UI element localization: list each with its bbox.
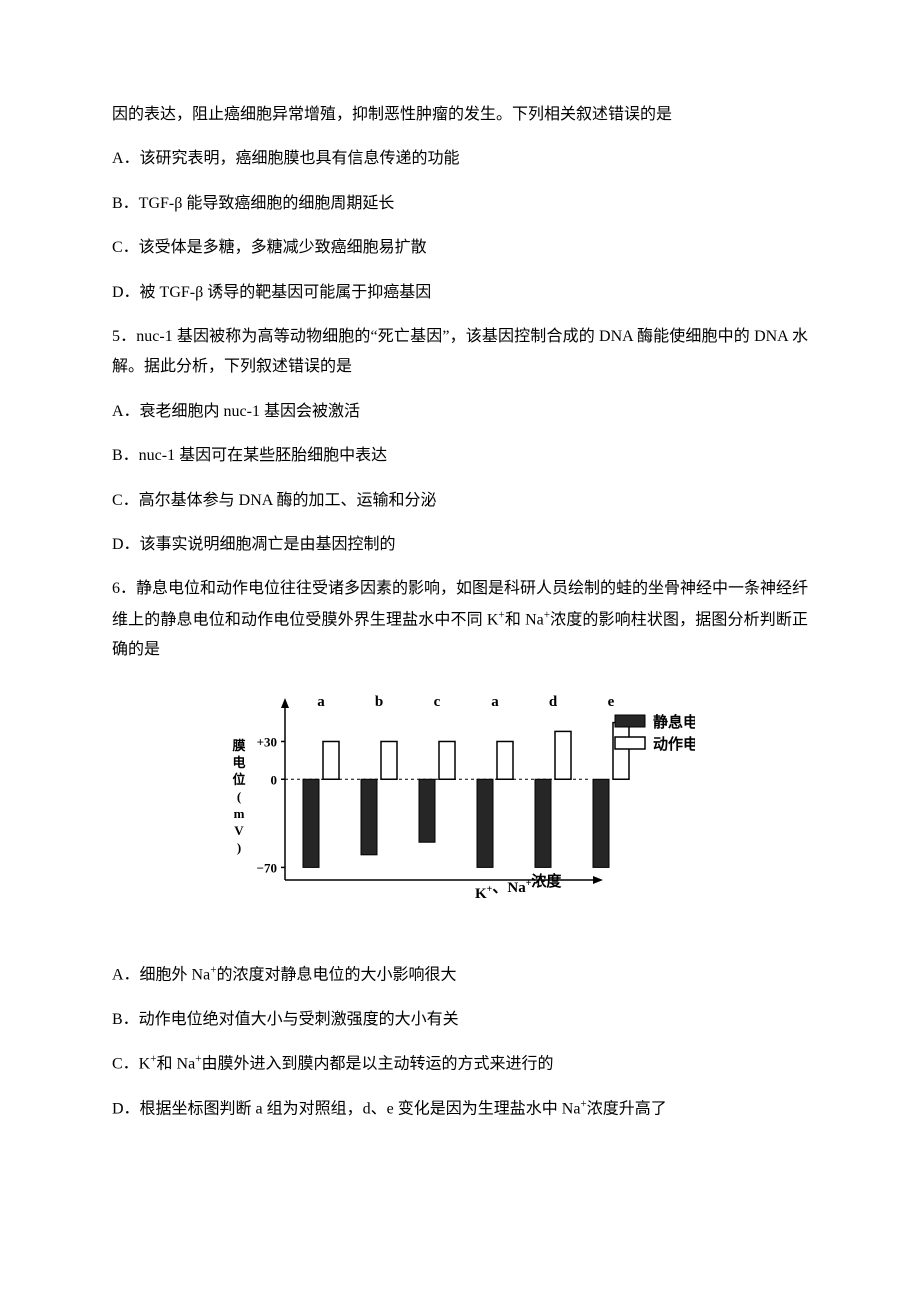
- svg-text:0: 0: [271, 772, 278, 787]
- q4-opt-b: B．TGF-β 能导致癌细胞的细胞周期延长: [112, 189, 808, 219]
- q6-opt-c: C．K+和 Na+由膜外进入到膜内都是以主动转运的方式来进行的: [112, 1049, 808, 1080]
- svg-text:K+、Na+浓度: K+、Na+浓度: [475, 872, 562, 900]
- svg-text:c: c: [434, 694, 441, 710]
- svg-text:e: e: [608, 694, 615, 710]
- svg-text:膜: 膜: [232, 738, 245, 753]
- svg-text:动作电位: 动作电位: [653, 735, 695, 753]
- q4-stem-cont: 因的表达，阻止癌细胞异常增殖，抑制恶性肿瘤的发生。下列相关叙述错误的是: [112, 100, 808, 130]
- svg-text:): ): [237, 840, 241, 855]
- q5-opt-a: A．衰老细胞内 nuc-1 基因会被激活: [112, 397, 808, 427]
- q6-opt-b: B．动作电位绝对值大小与受刺激强度的大小有关: [112, 1005, 808, 1035]
- q6-d-post: 浓度升高了: [587, 1100, 667, 1117]
- svg-text:a: a: [491, 694, 499, 710]
- q6-chart: +30 0 −70 a b c a d e 膜电位 ( mV) K+、Na+浓度 静息电位动作电位: [112, 680, 808, 900]
- q6-c-mid: 和 Na: [157, 1055, 196, 1072]
- q6-d-pre: D．根据坐标图判断 a 组为对照组，d、e 变化是因为生理盐水中 Na: [112, 1100, 580, 1117]
- q6-a-post: 的浓度对静息电位的大小影响很大: [217, 966, 457, 983]
- bar-chart-svg: +30 0 −70 a b c a d e 膜电位 ( mV) K+、Na+浓度 静息电位动作电位: [225, 680, 695, 900]
- q5-opt-b: B．nuc-1 基因可在某些胚胎细胞中表达: [112, 441, 808, 471]
- q6-c-post: 由膜外进入到膜内都是以主动转运的方式来进行的: [202, 1055, 554, 1072]
- svg-text:V: V: [234, 823, 244, 838]
- svg-text:电: 电: [232, 755, 245, 770]
- q6-a-pre: A．细胞外 Na: [112, 966, 210, 983]
- q4-opt-c: C．该受体是多糖，多糖减少致癌细胞易扩散: [112, 233, 808, 263]
- q5-stem: 5．nuc-1 基因被称为高等动物细胞的“死亡基因”，该基因控制合成的 DNA …: [112, 322, 808, 383]
- q6-stem-mid: 和 Na: [505, 611, 544, 628]
- q4-opt-d: D．被 TGF-β 诱导的靶基因可能属于抑癌基因: [112, 278, 808, 308]
- svg-text:a: a: [317, 694, 325, 710]
- q6-opt-a: A．细胞外 Na+的浓度对静息电位的大小影响很大: [112, 960, 808, 991]
- svg-text:−70: −70: [257, 860, 277, 875]
- q5-opt-c: C．高尔基体参与 DNA 酶的加工、运输和分泌: [112, 486, 808, 516]
- svg-text:b: b: [375, 694, 383, 710]
- q6-c-pre: C．K: [112, 1055, 150, 1072]
- q6-opt-d: D．根据坐标图判断 a 组为对照组，d、e 变化是因为生理盐水中 Na+浓度升高…: [112, 1094, 808, 1125]
- svg-text:m: m: [234, 806, 245, 821]
- q6-stem: 6．静息电位和动作电位往往受诸多因素的影响，如图是科研人员绘制的蛙的坐骨神经中一…: [112, 574, 808, 666]
- svg-text:静息电位: 静息电位: [653, 713, 695, 731]
- q5-opt-d: D．该事实说明细胞凋亡是由基因控制的: [112, 530, 808, 560]
- svg-text:位: 位: [232, 772, 245, 787]
- svg-text:d: d: [549, 694, 558, 710]
- svg-text:(: (: [237, 789, 241, 804]
- q4-opt-a: A．该研究表明，癌细胞膜也具有信息传递的功能: [112, 144, 808, 174]
- svg-text:+30: +30: [257, 734, 277, 749]
